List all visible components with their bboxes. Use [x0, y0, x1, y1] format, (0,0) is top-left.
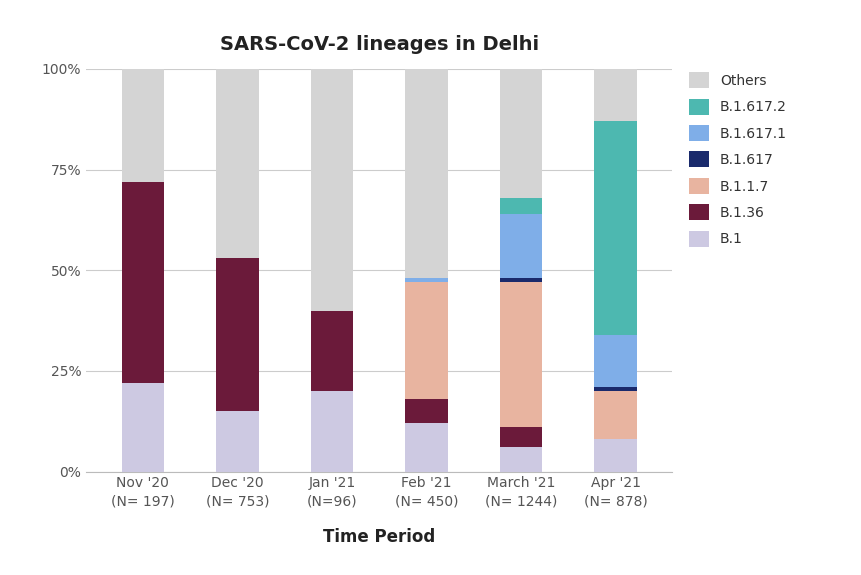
Bar: [310, 69, 353, 310]
Bar: [405, 399, 448, 423]
Title: SARS-CoV-2 lineages in Delhi: SARS-CoV-2 lineages in Delhi: [220, 34, 538, 53]
Bar: [594, 69, 636, 121]
Bar: [594, 439, 636, 472]
Bar: [405, 282, 448, 399]
Bar: [121, 383, 164, 472]
Bar: [594, 121, 636, 335]
Bar: [405, 423, 448, 471]
Bar: [499, 198, 542, 214]
Bar: [121, 182, 164, 383]
Bar: [310, 391, 353, 471]
Bar: [594, 335, 636, 387]
Bar: [499, 278, 542, 282]
Bar: [499, 214, 542, 278]
Bar: [216, 69, 258, 258]
Bar: [405, 278, 448, 282]
Bar: [594, 391, 636, 439]
X-axis label: Time Period: Time Period: [323, 528, 435, 546]
Bar: [499, 69, 542, 198]
Bar: [405, 69, 448, 278]
Bar: [216, 258, 258, 411]
Bar: [216, 411, 258, 472]
Bar: [594, 387, 636, 391]
Bar: [499, 282, 542, 427]
Bar: [310, 310, 353, 391]
Bar: [499, 447, 542, 472]
Bar: [499, 427, 542, 447]
Legend: Others, B.1.617.2, B.1.617.1, B.1.617, B.1.1.7, B.1.36, B.1: Others, B.1.617.2, B.1.617.1, B.1.617, B…: [684, 68, 790, 251]
Bar: [121, 69, 164, 182]
